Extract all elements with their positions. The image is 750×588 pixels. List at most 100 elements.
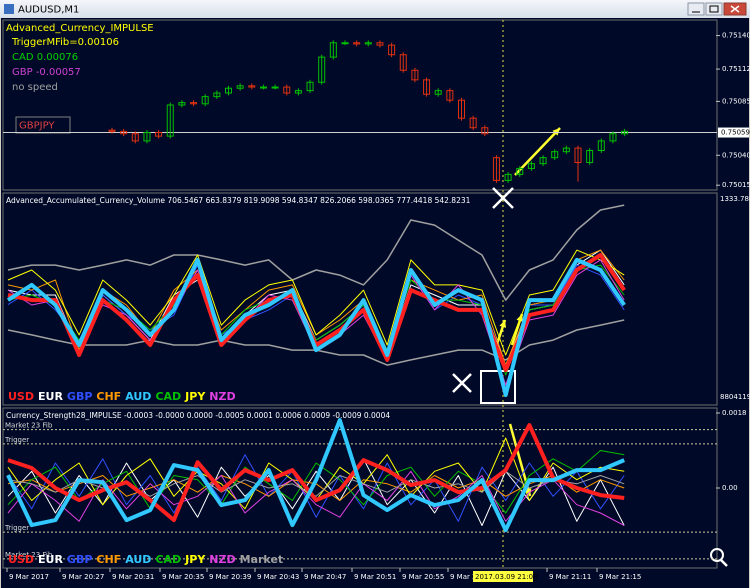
y-tick-label: 0.75040 (722, 151, 750, 159)
candle-body (283, 86, 291, 94)
y-tick-label: 0.75015 (722, 181, 750, 189)
legend-entry: EUR (38, 553, 63, 566)
legend-entry: GBP (67, 390, 92, 403)
arrow (514, 127, 561, 176)
candle-body (458, 99, 465, 119)
candle-body (551, 151, 559, 159)
legend-entry: CAD (155, 390, 181, 403)
candle-body (446, 90, 454, 101)
zoom-button[interactable] (710, 548, 728, 567)
candle-body (306, 81, 314, 92)
candle-body (201, 96, 209, 105)
y-tick-label: 0.75085 (722, 97, 750, 105)
arrow-head (552, 128, 560, 136)
candle-body (155, 132, 163, 137)
candle-body (259, 86, 267, 89)
x-tick-label: 9 Mar 2017 (9, 573, 49, 581)
x-tick-label: 9 Mar 20:59 (450, 573, 492, 581)
pane-frame (2, 192, 718, 406)
level-label: Trigger (4, 524, 29, 532)
x-tick-label: 9 Mar 21:15 (599, 573, 641, 581)
legend-entry: CHF (96, 553, 121, 566)
axis-label: 1333.786 (720, 195, 750, 203)
legend-entry: GBP (67, 553, 92, 566)
candle-body (318, 56, 326, 83)
candle-body (166, 104, 174, 137)
candle-body (248, 85, 256, 88)
legend-entry: EUR (38, 390, 63, 403)
series-line (7, 458, 625, 526)
x-tick-label: 9 Mar 20:35 (162, 573, 204, 581)
minimize-button[interactable] (687, 2, 705, 16)
pane-title: Advanced_Currency_IMPULSE (6, 23, 154, 34)
x-tick-label: 9 Mar 21:11 (549, 573, 591, 581)
window-buttons[interactable] (687, 2, 747, 16)
cursor-time-label: 2017.03.09 21:08 (475, 573, 537, 581)
candle-body (190, 102, 198, 105)
candle-body (353, 42, 361, 45)
level-label: Market 23 Fib (5, 422, 53, 430)
candle-body (108, 129, 116, 132)
candle-body (609, 133, 617, 142)
indicator-label: TriggerMFib=0.00106 (11, 37, 119, 48)
candle-body (597, 140, 605, 151)
x-tick-label: 9 Mar 20:39 (209, 573, 251, 581)
candle-body (236, 85, 244, 89)
candle-body (504, 173, 512, 181)
candle-body (539, 157, 547, 165)
y-tick-label: 0.75140 (722, 32, 750, 40)
cross-mark (452, 373, 472, 393)
title-bar (0, 0, 750, 18)
y-tick-label: 0.0018 (722, 409, 747, 417)
x-tick-label: 9 Mar 20:27 (62, 573, 104, 581)
candle-body (178, 102, 186, 106)
candle-body (411, 69, 419, 81)
pane-frame (2, 19, 718, 191)
cross-mark (492, 187, 514, 209)
candle-body (225, 87, 232, 94)
candle-body (621, 130, 629, 135)
window-title: AUDUSD,M1 (18, 5, 79, 16)
y-tick-label: 0.75112 (722, 65, 750, 73)
candle-body (481, 127, 489, 135)
indicator-label: GBP -0.00057 (12, 67, 81, 78)
candle-body (434, 90, 442, 95)
symbol-label: GBPJPY (19, 121, 55, 132)
candle-body (364, 42, 372, 45)
candle-body (120, 130, 128, 135)
legend-entry: USD (8, 553, 34, 566)
x-tick-label: 9 Mar 20:51 (354, 573, 396, 581)
x-tick-label: 9 Mar 20:55 (402, 573, 444, 581)
candle-body (213, 92, 221, 98)
window-icon (4, 4, 14, 14)
legend-entry: Market (240, 553, 284, 566)
price-label: 0.75059 (721, 129, 750, 137)
candle-body (492, 157, 500, 181)
candle-body (131, 133, 139, 142)
candle-body (423, 79, 431, 95)
maximize-button[interactable] (705, 2, 723, 16)
candle-body (399, 54, 407, 71)
legend-entry: AUD (125, 553, 151, 566)
pane-title: Currency_Strength28_IMPULSE -0.0003 -0.0… (6, 411, 390, 420)
maximize-glyph (709, 5, 719, 13)
axis-label: 8804119 (720, 393, 750, 401)
x-tick-label: 9 Mar 20:31 (112, 573, 154, 581)
legend-entry: CHF (96, 390, 121, 403)
series-line (6, 257, 626, 397)
candle-body (341, 42, 349, 45)
series-line (7, 249, 625, 356)
cursor-time-box (473, 571, 533, 582)
legend-entry: AUD (125, 390, 151, 403)
candle-body (329, 42, 337, 58)
series-line (7, 204, 625, 301)
candle-body (527, 163, 535, 169)
zoom-lens (710, 548, 724, 562)
price-box (718, 127, 749, 138)
legend-entry: USD (8, 390, 34, 403)
series-line (6, 418, 625, 533)
candle-body (376, 42, 384, 46)
candle-body (388, 44, 396, 56)
